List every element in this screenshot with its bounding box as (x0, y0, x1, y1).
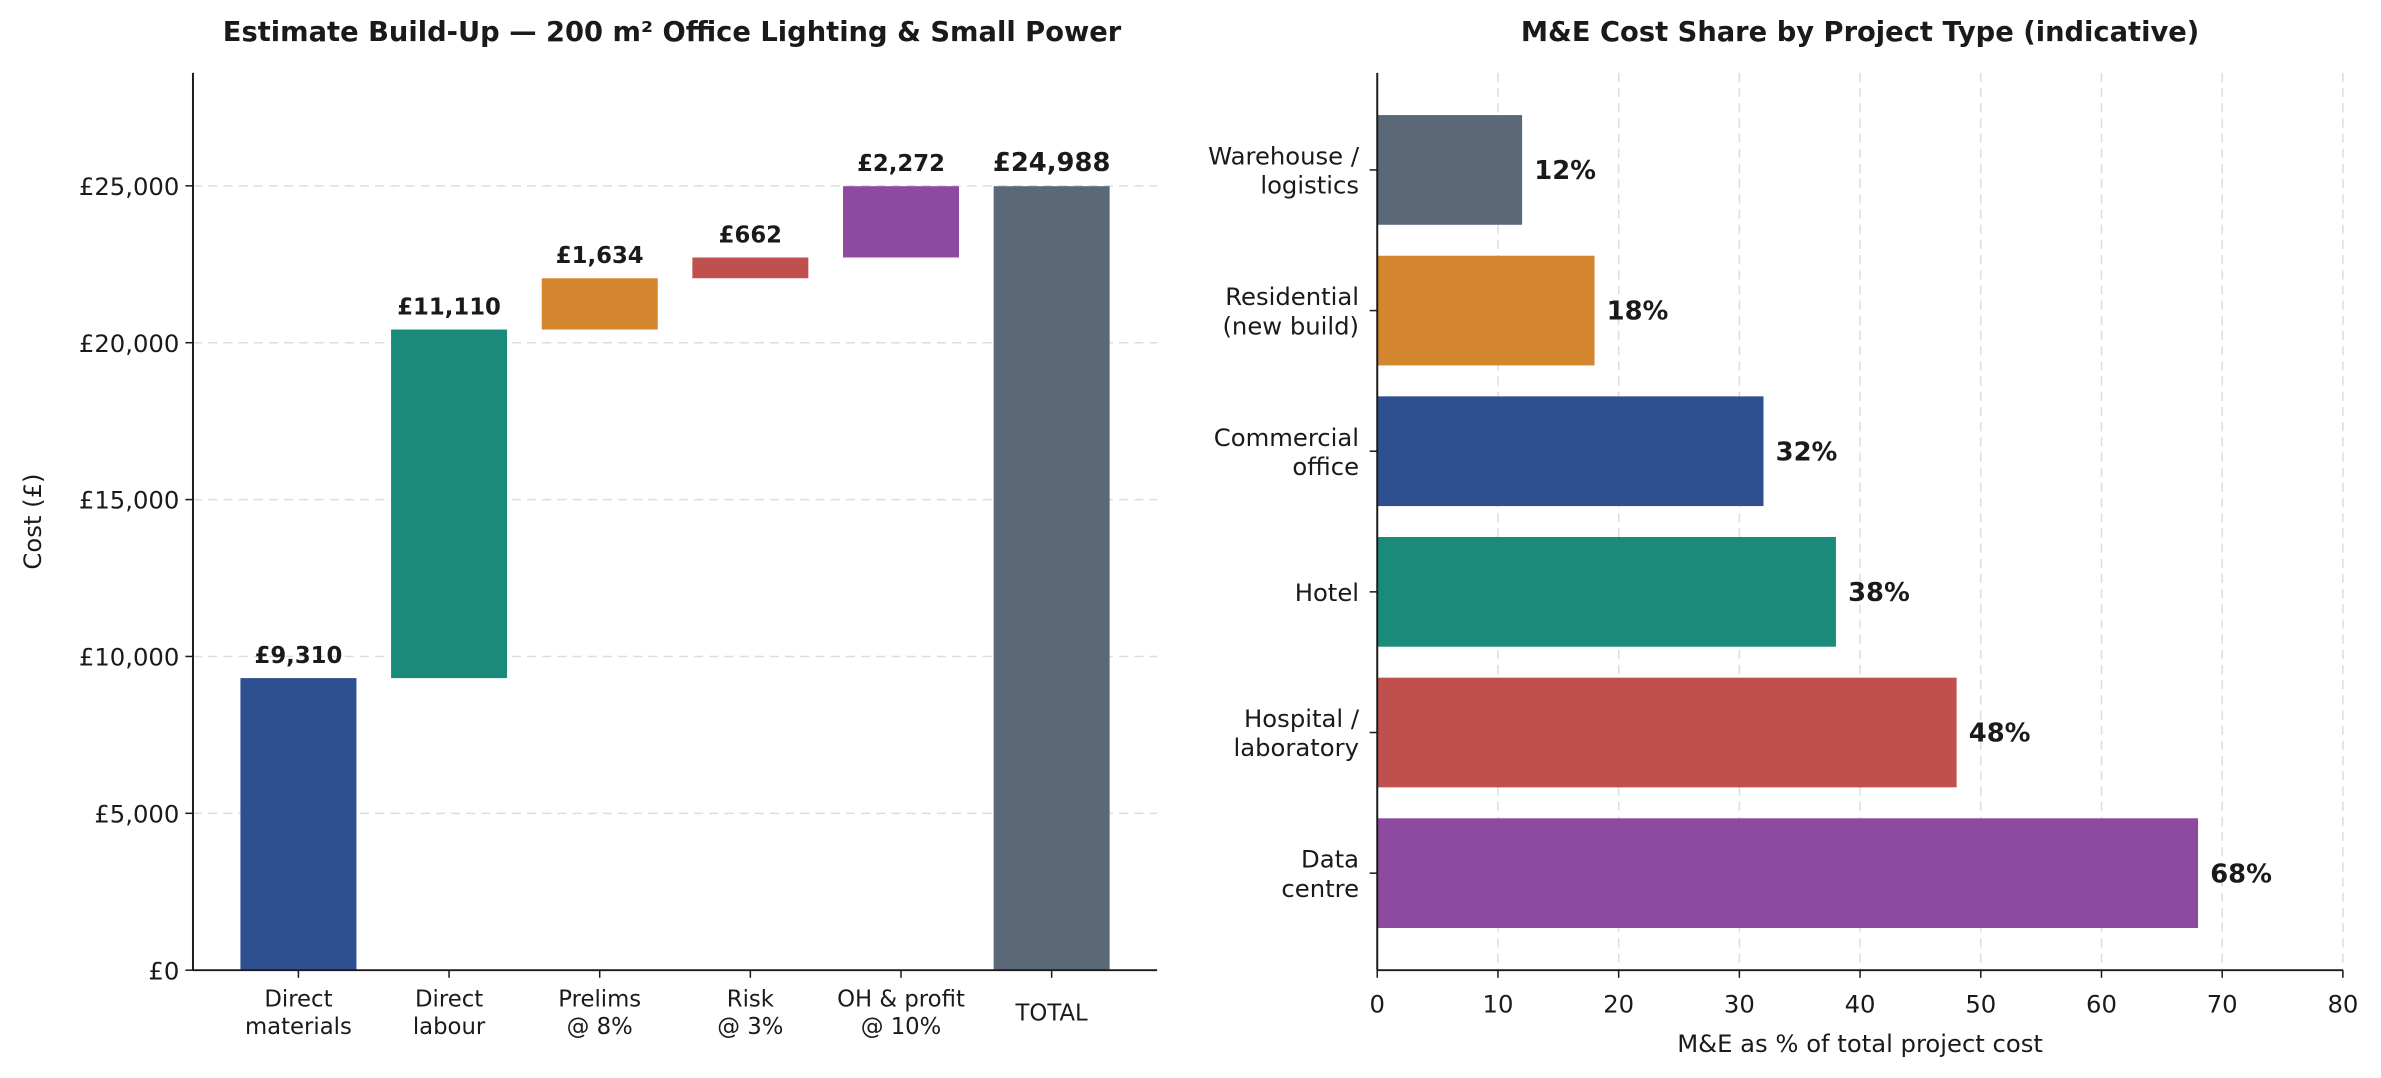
y-tick-label: £20,000 (79, 329, 179, 358)
x-tick-label: 0 (1370, 990, 1385, 1019)
bar (240, 678, 357, 971)
x-tick-label: OH & profit @ 10% (837, 987, 965, 1040)
bar (993, 186, 1110, 971)
x-tick-label: TOTAL (1015, 1000, 1089, 1026)
bar (541, 278, 658, 330)
value-label: 18% (1607, 297, 1669, 327)
x-tick-label: 40 (1845, 990, 1876, 1019)
x-tick-label: 70 (2207, 990, 2238, 1019)
x-tick-label: 10 (1483, 990, 1514, 1019)
y-tick-label: £10,000 (79, 643, 179, 672)
bar (1377, 115, 1523, 225)
x-tick-label: 50 (1965, 990, 1996, 1019)
value-label: 48% (1969, 719, 2031, 749)
y-tick-label: Hospital / laboratory (1234, 704, 1360, 762)
bar (1377, 396, 1764, 507)
bar (692, 257, 809, 279)
x-tick-label: Direct materials (245, 987, 352, 1040)
y-tick-label: Data centre (1281, 845, 1359, 903)
value-label: 38% (1848, 578, 1910, 608)
value-label: £2,272 (857, 151, 945, 177)
value-label: 12% (1534, 156, 1596, 186)
x-tick-label: Direct labour (413, 987, 486, 1040)
bar (1377, 818, 2199, 929)
y-tick-label: £0 (148, 956, 179, 985)
y-tick-label: Hotel (1295, 578, 1359, 607)
bar (1377, 255, 1595, 366)
y-tick-label: £25,000 (79, 172, 179, 201)
value-label: £11,110 (397, 294, 501, 320)
y-tick-label: £15,000 (79, 486, 179, 515)
bar (843, 186, 959, 258)
bar (391, 329, 508, 679)
x-tick-label: 20 (1603, 990, 1634, 1019)
x-tick-label: Risk @ 3% (717, 987, 783, 1040)
x-tick-label: Prelims @ 8% (558, 987, 641, 1040)
y-axis-label: Cost (£) (18, 473, 47, 569)
x-tick-label: 30 (1724, 990, 1755, 1019)
x-axis-label: M&E as % of total project cost (1677, 1029, 2043, 1058)
y-tick-label: Commercial office (1214, 423, 1359, 481)
y-tick-label: Residential (new build) (1222, 282, 1359, 340)
y-tick-label: £5,000 (94, 799, 179, 828)
value-label: 32% (1776, 437, 1838, 467)
value-label: £9,310 (254, 643, 342, 669)
chart-title: Estimate Build-Up — 200 m² Office Lighti… (223, 17, 1122, 48)
bar (1377, 677, 1957, 788)
value-label: £24,988 (993, 148, 1110, 178)
x-tick-label: 60 (2086, 990, 2117, 1019)
y-tick-label: Warehouse / logistics (1208, 141, 1360, 199)
x-tick-label: 80 (2327, 990, 2358, 1019)
bar (1377, 537, 1836, 647)
value-label: £662 (719, 222, 782, 248)
value-label: £1,634 (556, 243, 644, 269)
chart-title: M&E Cost Share by Project Type (indicati… (1521, 17, 2199, 48)
value-label: 68% (2210, 859, 2272, 889)
